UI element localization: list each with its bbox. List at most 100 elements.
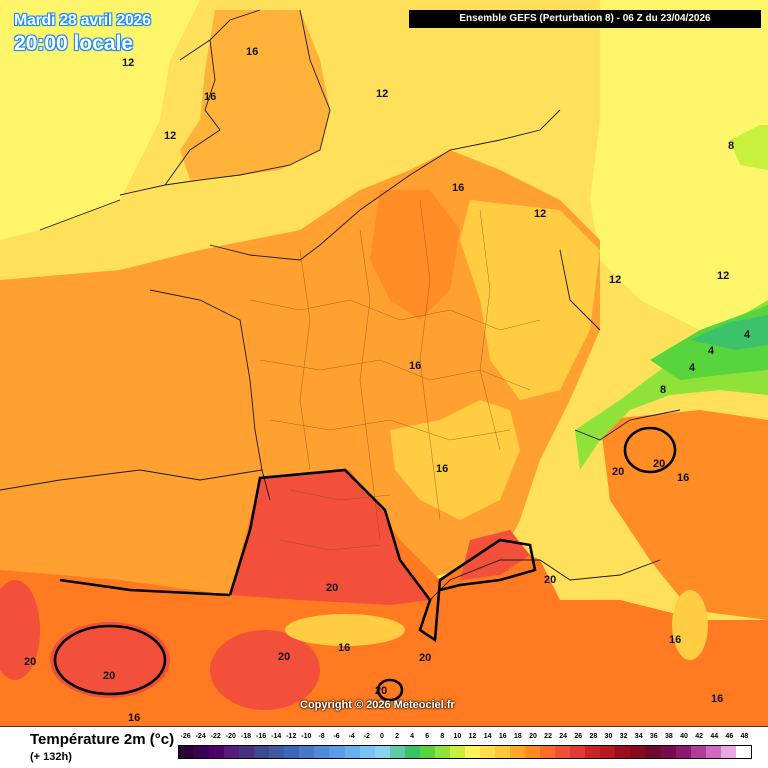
color-scale-swatch [269,746,285,758]
iso-label: 4 [708,345,715,357]
iso-label: 12 [534,208,546,220]
iso-label: 20 [24,656,36,668]
color-scale-swatch [434,746,450,758]
color-scale-tick: 44 [710,733,719,740]
color-scale-swatch [675,746,691,758]
color-scale-swatch [570,746,586,758]
color-scale-swatch [735,746,751,758]
iso-label: 16 [711,693,723,705]
iso-label: 16 [677,472,689,484]
isotherm-20c [53,426,677,702]
color-scale-swatch [555,746,571,758]
temperature-zone-8c-ne [730,125,768,170]
iso-label: 16 [128,712,140,724]
color-scale-swatch [344,746,360,758]
color-scale-tick: 8 [440,733,445,740]
color-scale-swatch [194,746,210,758]
color-scale-tick: 38 [665,733,673,740]
color-scale-swatch [690,746,706,758]
iso-label: 20 [612,466,624,478]
copyright-notice: Copyright © 2026 Meteociel.fr [300,699,455,711]
color-scale-tick: 48 [740,733,749,740]
iso-label: 12 [122,57,134,69]
color-scale-tick: 42 [695,733,704,740]
color-scale-tick: 28 [589,733,598,740]
iso-label: 16 [409,360,421,372]
color-scale: -26 -24 -22 -20 -18 -16 -14 -12 -10 -8 -6 -4 -2 0 2 4 6 8… [178,733,752,763]
color-scale-swatch [510,746,526,758]
temperature-zone-18c-paris [370,190,460,320]
color-scale-tick: -22 [210,733,221,740]
color-scale-tick: 30 [604,733,613,740]
color-scale-tick: 24 [559,733,568,740]
color-scale-swatch [464,746,480,758]
iso-label: 12 [609,274,621,286]
iso-label: 20 [653,458,665,470]
temperature-zone-12c-ne [590,0,768,330]
color-scale-swatch [404,746,420,758]
temperature-zone-2c-alps [690,315,768,350]
iso-label: 12 [376,88,388,100]
iso-label: 20 [375,685,387,697]
color-scale-swatch [449,746,465,758]
iso-label: 16 [436,463,448,475]
color-scale-swatch [525,746,541,758]
color-scale-swatch [615,746,631,758]
temperature-zone-18c-tyrrhenian [600,410,768,620]
color-scale-swatch [374,746,390,758]
color-scale-tick: 22 [544,733,552,740]
color-scale-tick: 32 [619,733,628,740]
color-scale-tick: 20 [529,733,537,740]
color-scale-tick: 2 [395,733,399,740]
color-scale-tick: 34 [634,733,643,740]
color-scale-swatch [600,746,616,758]
color-scale-tick: -10 [301,733,312,740]
variable-label: Température 2m (°c) [30,731,175,748]
color-scale-swatch [389,746,405,758]
color-scale-swatch [359,746,375,758]
iso-label: 16 [452,182,464,194]
color-scale-tick: -12 [286,733,297,740]
iso-label: 20 [419,652,431,664]
color-scale-swatch [645,746,661,758]
color-scale-tick: -26 [180,733,191,740]
color-scale-tick: -6 [333,733,340,740]
legend-footer: Température 2m (°c) (+ 132h) -26 -24 -22 -2… [0,726,768,768]
color-scale-swatch [479,746,495,758]
color-scale-tick: -18 [240,733,252,740]
model-run-info: Ensemble GEFS (Perturbation 8) - 06 Z du… [409,10,761,28]
temperature-zone-16c-corsica [672,590,708,660]
color-scale-swatch [224,746,240,758]
temperature-zone-14c-center [390,400,520,520]
temperature-zone-22c-spain-c [210,630,320,710]
color-scale-tick: 4 [410,733,415,740]
temperature-zone-14c-east [460,200,600,400]
temperature-zone-22c-aquitaine [230,470,430,605]
color-scale-swatch [630,746,646,758]
color-scale-swatch [284,746,300,758]
color-scale-tick: 10 [453,733,462,740]
iso-label: 16 [204,91,216,103]
color-scale-swatch [179,746,195,758]
temperature-zone-12c-nw [0,0,200,240]
color-scale-tick: 16 [498,733,507,740]
color-scale-swatch [720,746,736,758]
color-scale-swatch [209,746,225,758]
iso-label: 8 [660,384,666,396]
color-scale-tick: 26 [574,733,583,740]
color-scale-tick: -20 [225,733,236,740]
color-scale-tick: -8 [318,733,325,740]
iso-label: 4 [744,329,751,341]
color-scale-tick: 40 [680,733,688,740]
color-scale-tick: 36 [649,733,658,740]
iso-label: 4 [689,362,696,374]
color-scale-tick: -16 [256,733,267,740]
temperature-zone-16c-ebro [285,614,405,646]
iso-label: 16 [338,642,350,654]
color-scale-tick: 0 [379,733,384,740]
iso-label: 8 [728,140,734,152]
iso-label: 20 [103,670,115,682]
temperature-zone-22c-spain-far-w [0,580,40,680]
color-scale-swatch [419,746,435,758]
